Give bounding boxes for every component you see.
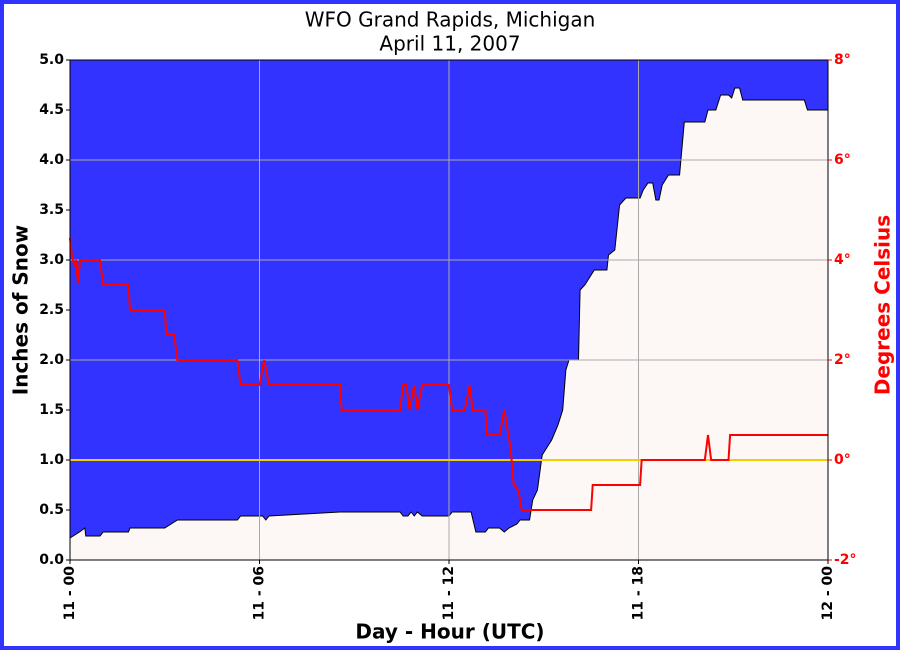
chart-subtitle: April 11, 2007 xyxy=(379,32,520,56)
x-tick-label: 11 - 00 xyxy=(62,566,78,621)
y2-tick-label: -2° xyxy=(834,552,857,568)
y-tick-label: 5.0 xyxy=(39,52,64,68)
y-tick-label: 3.0 xyxy=(39,252,64,268)
y2-tick-label: 2° xyxy=(834,352,851,368)
y-tick-label: 3.5 xyxy=(39,202,64,218)
chart-title: WFO Grand Rapids, Michigan xyxy=(305,8,596,32)
y2-axis-label: Degrees Celsius xyxy=(871,215,895,395)
x-tick-label: 11 - 06 xyxy=(252,566,268,621)
y2-tick-label: 0° xyxy=(834,452,851,468)
x-tick-label: 11 - 18 xyxy=(631,566,647,621)
y-axis-label: Inches of Snow xyxy=(9,225,33,395)
y-tick-label: 0.0 xyxy=(39,552,64,568)
y2-tick-label: 8° xyxy=(834,52,851,68)
y-tick-label: 1.5 xyxy=(39,402,64,418)
y-tick-label: 1.0 xyxy=(39,452,64,468)
y-tick-label: 4.0 xyxy=(39,152,64,168)
y-tick-label: 0.5 xyxy=(39,502,64,518)
y-tick-label: 4.5 xyxy=(39,102,64,118)
y-tick-label: 2.5 xyxy=(39,302,64,318)
y2-tick-label: 4° xyxy=(834,252,851,268)
temperature-line xyxy=(69,237,828,511)
y2-tick-label: 6° xyxy=(834,152,851,168)
x-tick-label: 11 - 12 xyxy=(441,566,457,621)
y-tick-label: 2.0 xyxy=(39,352,64,368)
x-axis-label: Day - Hour (UTC) xyxy=(355,620,544,644)
x-tick-label: 12 - 00 xyxy=(820,566,836,621)
